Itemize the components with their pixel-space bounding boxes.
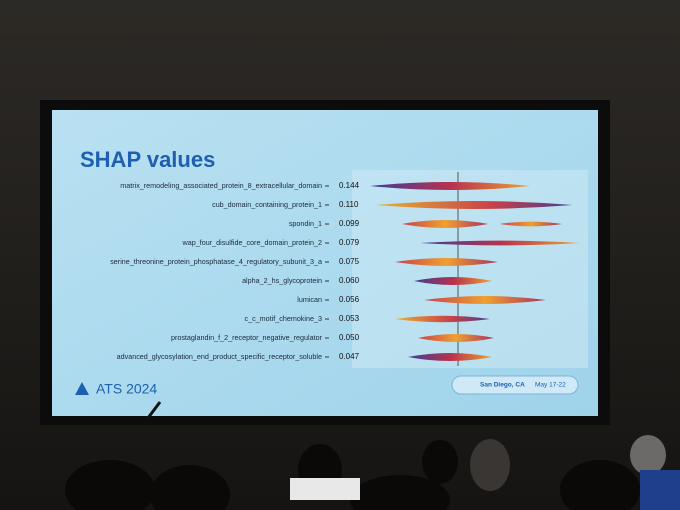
swarm (408, 353, 492, 361)
feature-name: matrix_remodeling_associated_protein_8_e… (120, 181, 322, 190)
swarm (376, 201, 572, 209)
slide-title: SHAP values (80, 147, 215, 172)
feature-value: 0.099 (339, 219, 360, 228)
feature-name: alpha_2_hs_glycoprotein (242, 276, 322, 285)
location-badge (451, 375, 579, 395)
feature-name: serine_threonine_protein_phosphatase_4_r… (110, 257, 322, 266)
feature-value: 0.047 (339, 352, 360, 361)
feature-value: 0.144 (339, 181, 360, 190)
feature-name: spondin_1 (289, 219, 322, 228)
feature-value: 0.075 (339, 257, 360, 266)
projector (290, 478, 360, 500)
swarm (402, 220, 488, 228)
feature-value: 0.079 (339, 238, 360, 247)
logo: ATS 2024 (75, 381, 157, 397)
swarm (370, 182, 530, 190)
location: San Diego, CA (480, 382, 525, 389)
swarm (414, 277, 492, 285)
feature-value: 0.110 (339, 200, 359, 209)
swarm (500, 221, 562, 227)
swarm (424, 296, 546, 304)
swarm (418, 334, 494, 342)
feature-value: 0.050 (339, 333, 360, 342)
feature-value: 0.056 (339, 295, 360, 304)
dates: May 17-22 (535, 382, 566, 389)
swarm (420, 240, 580, 246)
feature-value: 0.060 (339, 276, 360, 285)
swarm (395, 258, 498, 266)
feature-name: wap_four_disulfide_core_domain_protein_2 (182, 238, 322, 247)
feature-name: c_c_motif_chemokine_3 (244, 314, 322, 323)
swarm (395, 315, 490, 323)
feature-name: advanced_glycosylation_end_product_speci… (117, 352, 322, 361)
logo-text: ATS 2024 (96, 381, 157, 397)
feature-name: prostaglandin_f_2_receptor_negative_regu… (171, 333, 323, 342)
feature-name: cub_domain_containing_protein_1 (212, 200, 322, 209)
feature-name: lumican (297, 295, 322, 304)
microphone (146, 401, 162, 419)
feature-value: 0.053 (339, 314, 360, 323)
audience (65, 435, 680, 510)
